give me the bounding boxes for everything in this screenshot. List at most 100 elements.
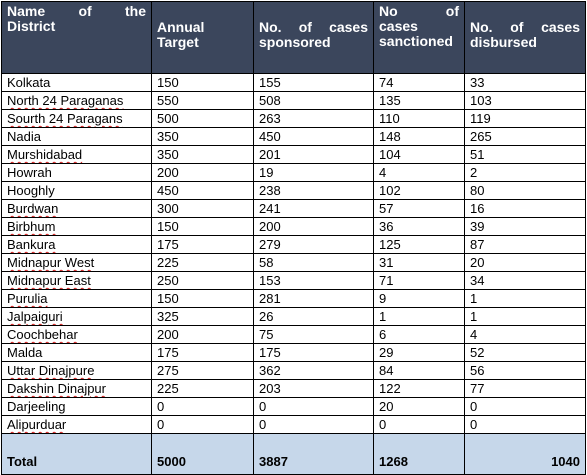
cell-target: 150	[151, 217, 254, 236]
cell-target: 225	[151, 379, 254, 398]
cell-target: 150	[151, 289, 254, 308]
cell-sanctioned: 74	[373, 73, 465, 92]
cell-district: Murshidabad	[1, 145, 152, 164]
header-cases-sponsored: No. of cases sponsored	[253, 1, 374, 74]
table-row: Birbhum 150 200 36 39	[1, 217, 586, 236]
cell-disbursed: 56	[464, 361, 586, 380]
total-sanctioned: 1268	[373, 433, 465, 475]
table-row: Uttar Dinajpure 275 362 84 56	[1, 361, 586, 380]
cell-disbursed: 16	[464, 199, 586, 218]
cell-target: 0	[151, 397, 254, 416]
cell-sponsored: 201	[253, 145, 374, 164]
cell-sponsored: 26	[253, 307, 374, 326]
table-row: Sourth 24 Paragans 500 263 110 119	[1, 109, 586, 128]
cell-district: Birbhum	[1, 217, 152, 236]
cell-sanctioned: 135	[373, 91, 465, 110]
cell-sanctioned: 102	[373, 181, 465, 200]
cell-disbursed: 20	[464, 253, 586, 272]
cell-sponsored: 281	[253, 289, 374, 308]
cell-target: 350	[151, 145, 254, 164]
cell-sponsored: 238	[253, 181, 374, 200]
table-row: Murshidabad 350 201 104 51	[1, 145, 586, 164]
cell-district: Midnapur West	[1, 253, 152, 272]
cell-sponsored: 0	[253, 415, 374, 434]
cell-district: Uttar Dinajpure	[1, 361, 152, 380]
cell-target: 225	[151, 253, 254, 272]
cell-district: Bankura	[1, 235, 152, 254]
cell-district: Howrah	[1, 163, 152, 182]
table-row: Midnapur West 225 58 31 20	[1, 253, 586, 272]
cell-disbursed: 33	[464, 73, 586, 92]
cell-sanctioned: 4	[373, 163, 465, 182]
table-row: Bankura 175 279 125 87	[1, 235, 586, 254]
cell-target: 150	[151, 73, 254, 92]
cell-disbursed: 34	[464, 271, 586, 290]
table-row: Malda 175 175 29 52	[1, 343, 586, 362]
cell-target: 175	[151, 235, 254, 254]
cell-disbursed: 2	[464, 163, 586, 182]
cell-target: 275	[151, 361, 254, 380]
cell-sanctioned: 148	[373, 127, 465, 146]
cell-target: 0	[151, 415, 254, 434]
cell-disbursed: 1	[464, 289, 586, 308]
cell-disbursed: 1	[464, 307, 586, 326]
cell-sanctioned: 125	[373, 235, 465, 254]
cell-sponsored: 200	[253, 217, 374, 236]
total-target: 5000	[151, 433, 254, 475]
cell-target: 200	[151, 163, 254, 182]
header-district: Name of the District	[1, 1, 152, 74]
cell-sanctioned: 104	[373, 145, 465, 164]
header-cases-disbursed: No. of cases disbursed	[464, 1, 586, 74]
cell-sponsored: 155	[253, 73, 374, 92]
cell-sanctioned: 36	[373, 217, 465, 236]
cell-district: Darjeeling	[1, 397, 152, 416]
cell-sponsored: 175	[253, 343, 374, 362]
cell-sponsored: 508	[253, 91, 374, 110]
total-disbursed: 1040	[464, 433, 586, 475]
cell-target: 500	[151, 109, 254, 128]
cell-target: 175	[151, 343, 254, 362]
cell-sanctioned: 6	[373, 325, 465, 344]
cell-sponsored: 241	[253, 199, 374, 218]
cell-district: Purulia	[1, 289, 152, 308]
cell-sanctioned: 71	[373, 271, 465, 290]
cell-district: Coochbehar	[1, 325, 152, 344]
cell-district: Hooghly	[1, 181, 152, 200]
cell-sponsored: 279	[253, 235, 374, 254]
cell-district: Nadia	[1, 127, 152, 146]
cell-sanctioned: 9	[373, 289, 465, 308]
cell-sanctioned: 29	[373, 343, 465, 362]
cell-district: Kolkata	[1, 73, 152, 92]
cell-district: Alipurduar	[1, 415, 152, 434]
cell-district: Dakshin Dinajpur	[1, 379, 152, 398]
cell-sanctioned: 1	[373, 307, 465, 326]
cell-district: North 24 Paraganas	[1, 91, 152, 110]
cell-district: Malda	[1, 343, 152, 362]
total-label: Total	[1, 433, 152, 475]
cell-district: Midnapur East	[1, 271, 152, 290]
cell-disbursed: 80	[464, 181, 586, 200]
table-row: North 24 Paraganas 550 508 135 103	[1, 91, 586, 110]
cell-disbursed: 52	[464, 343, 586, 362]
table-row: Kolkata 150 155 74 33	[1, 73, 586, 92]
cell-district: Burdwan	[1, 199, 152, 218]
cell-sanctioned: 110	[373, 109, 465, 128]
total-sponsored: 3887	[253, 433, 374, 475]
table-row: Jalpaiguri 325 26 1 1	[1, 307, 586, 326]
cell-disbursed: 119	[464, 109, 586, 128]
cell-sanctioned: 84	[373, 361, 465, 380]
cell-sanctioned: 31	[373, 253, 465, 272]
cell-disbursed: 39	[464, 217, 586, 236]
cell-disbursed: 0	[464, 397, 586, 416]
cell-sponsored: 58	[253, 253, 374, 272]
table-row: Purulia 150 281 9 1	[1, 289, 586, 308]
table-body: Kolkata 150 155 74 33 North 24 Paraganas 550 50…	[1, 73, 586, 434]
table-row: Darjeeling 0 0 20 0	[1, 397, 586, 416]
header-annual-target: Annual Target	[151, 1, 254, 74]
cell-disbursed: 0	[464, 415, 586, 434]
cell-sanctioned: 0	[373, 415, 465, 434]
cell-district: Jalpaiguri	[1, 307, 152, 326]
header-cases-sanctioned: No of cases sanctioned	[373, 1, 465, 74]
table-row: Burdwan 300 241 57 16	[1, 199, 586, 218]
